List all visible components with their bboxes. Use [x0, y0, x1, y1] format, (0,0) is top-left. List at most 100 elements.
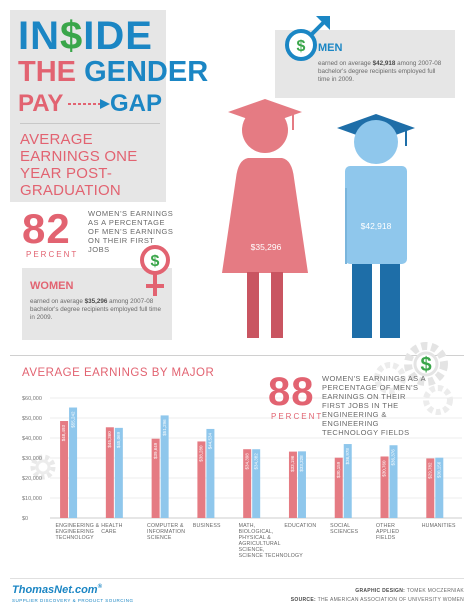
woman-earnings-label: $35,296 [250, 242, 282, 252]
bar [334, 457, 343, 518]
x-category-label: ENGINEERING [55, 529, 94, 535]
x-category-label: CARE [101, 529, 117, 535]
arrow-right-icon [68, 99, 110, 109]
bar-value-label: $34,382 [253, 453, 258, 470]
bar [151, 438, 160, 518]
bar [297, 451, 306, 518]
stem-percent-description: WOMEN'S EARNINGS AS A PERCENTAGE OF MEN'… [322, 374, 426, 437]
women-panel [22, 268, 172, 340]
y-tick-label: $30,000 [22, 456, 42, 462]
bar-value-label: $33,196 [290, 455, 295, 472]
section-divider [10, 355, 464, 356]
y-tick-label: $10,000 [22, 496, 42, 502]
svg-text:$: $ [297, 38, 306, 55]
bar [114, 427, 123, 518]
x-category-label: ENGINEERING & [55, 523, 99, 529]
y-tick-label: $40,000 [22, 436, 42, 442]
y-tick-label: $60,000 [22, 396, 42, 402]
men-title: MEN [318, 42, 343, 54]
men-description: earned on average $42,918 among 2007-08 … [318, 60, 442, 83]
x-category-label: COMPUTER & [147, 523, 184, 529]
women-percent-value: 82 [22, 205, 71, 252]
x-category-label: HEALTH [101, 523, 122, 529]
source-credit: SOURCE: THE AMERICAN ASSOCIATION OF UNIV… [290, 597, 464, 603]
y-tick-label: $50,000 [22, 416, 42, 422]
bar-value-label: $48,493 [61, 425, 66, 442]
gears-icon: $ [374, 342, 453, 415]
bar [288, 451, 297, 518]
y-tick-label: $20,000 [22, 476, 42, 482]
page-subtitle: AVERAGE EARNINGS ONE YEAR POST-GRADUATIO… [20, 131, 138, 199]
bar [426, 458, 435, 518]
bar-value-label: $36,978 [345, 448, 350, 465]
x-category-label: SCIENCE [147, 535, 172, 541]
design-credit: GRAPHIC DESIGN: TOMEK MOCZERNIAK [355, 588, 464, 594]
bar-value-label: $39,649 [153, 442, 158, 459]
x-category-label: SOCIAL [330, 523, 350, 529]
x-category-label: SCIENCE TECHNOLOGY [239, 553, 304, 559]
title-divider [20, 123, 160, 124]
bar-value-label: $38,280 [199, 445, 204, 462]
women-percent-label: PERCENT [26, 250, 79, 259]
x-category-label: FIELDS [376, 535, 396, 541]
gear-icon [30, 454, 56, 480]
svg-text:$: $ [151, 253, 160, 270]
man-earnings-label: $42,918 [360, 221, 392, 231]
male-symbol-icon: $ [285, 16, 330, 61]
gender-figures-illustration [222, 99, 415, 338]
x-category-label: APPLIED [376, 529, 399, 535]
women-title: WOMEN [30, 280, 74, 292]
women-percent-description: WOMEN'S EARNINGS AS A PERCENTAGE OF MEN'… [88, 209, 174, 254]
bar-value-label: $45,360 [107, 431, 112, 448]
bar-value-label: $51,296 [162, 419, 167, 436]
bar [206, 428, 215, 518]
bar-value-label: $30,156 [436, 461, 441, 478]
x-category-label: EDUCATION [284, 523, 316, 529]
x-category-label: MATH, [239, 523, 256, 529]
stem-percent-label: PERCENT [271, 412, 324, 421]
bar-value-label: $29,782 [427, 462, 432, 479]
women-description: earned on average $35,296 among 2007-08 … [30, 298, 162, 321]
bar [389, 445, 398, 518]
bar-value-label: $34,398 [244, 453, 249, 470]
footer-divider [10, 578, 464, 579]
bar [380, 456, 389, 518]
bar [105, 427, 114, 518]
x-category-label: PHYSICAL & [239, 535, 272, 541]
svg-text:$: $ [420, 354, 431, 376]
x-category-label: AGRICULTURAL [239, 541, 281, 547]
x-category-label: OTHER [376, 523, 395, 529]
bar [160, 415, 169, 518]
x-category-label: TECHNOLOGY [55, 535, 94, 541]
x-category-label: HUMANITIES [422, 523, 456, 529]
bar [243, 449, 252, 518]
bar-value-label: $55,242 [70, 411, 75, 428]
bar [252, 449, 261, 518]
bar-value-label: $30,760 [382, 460, 387, 477]
female-symbol-icon: $ [140, 245, 170, 296]
bar [69, 407, 78, 518]
bar-value-label: $44,534 [208, 432, 213, 449]
title-inside: IN$IDE [18, 14, 153, 58]
man-figure [337, 114, 415, 338]
bar-value-label: $33,328 [299, 455, 304, 472]
title-panel [10, 10, 166, 202]
y-tick-label: $0 [22, 516, 28, 522]
bar [60, 421, 69, 518]
title-gap: GAP [110, 90, 163, 117]
x-category-label: BIOLOGICAL, [239, 529, 274, 535]
bar [435, 457, 444, 518]
x-category-label: SCIENCES [330, 529, 358, 535]
bar [343, 444, 352, 518]
earnings-by-major-chart: $0 $10,000 $20,000 $30,000 $40,000 $50,000 $60… [22, 396, 462, 559]
woman-figure [222, 99, 308, 338]
thomasnet-logo[interactable]: ThomasNet.com® [12, 584, 102, 596]
title-pay: PAY [18, 90, 64, 117]
x-category-label: BUSINESS [193, 523, 221, 529]
bar [197, 441, 206, 518]
bar-value-label: $36,376 [391, 449, 396, 466]
bar-value-label: $30,159 [336, 461, 341, 478]
title-the-gender: THE GENDER [18, 56, 209, 88]
bar-value-label: $45,069 [116, 431, 121, 448]
x-category-label: SCIENCE, [239, 547, 265, 553]
